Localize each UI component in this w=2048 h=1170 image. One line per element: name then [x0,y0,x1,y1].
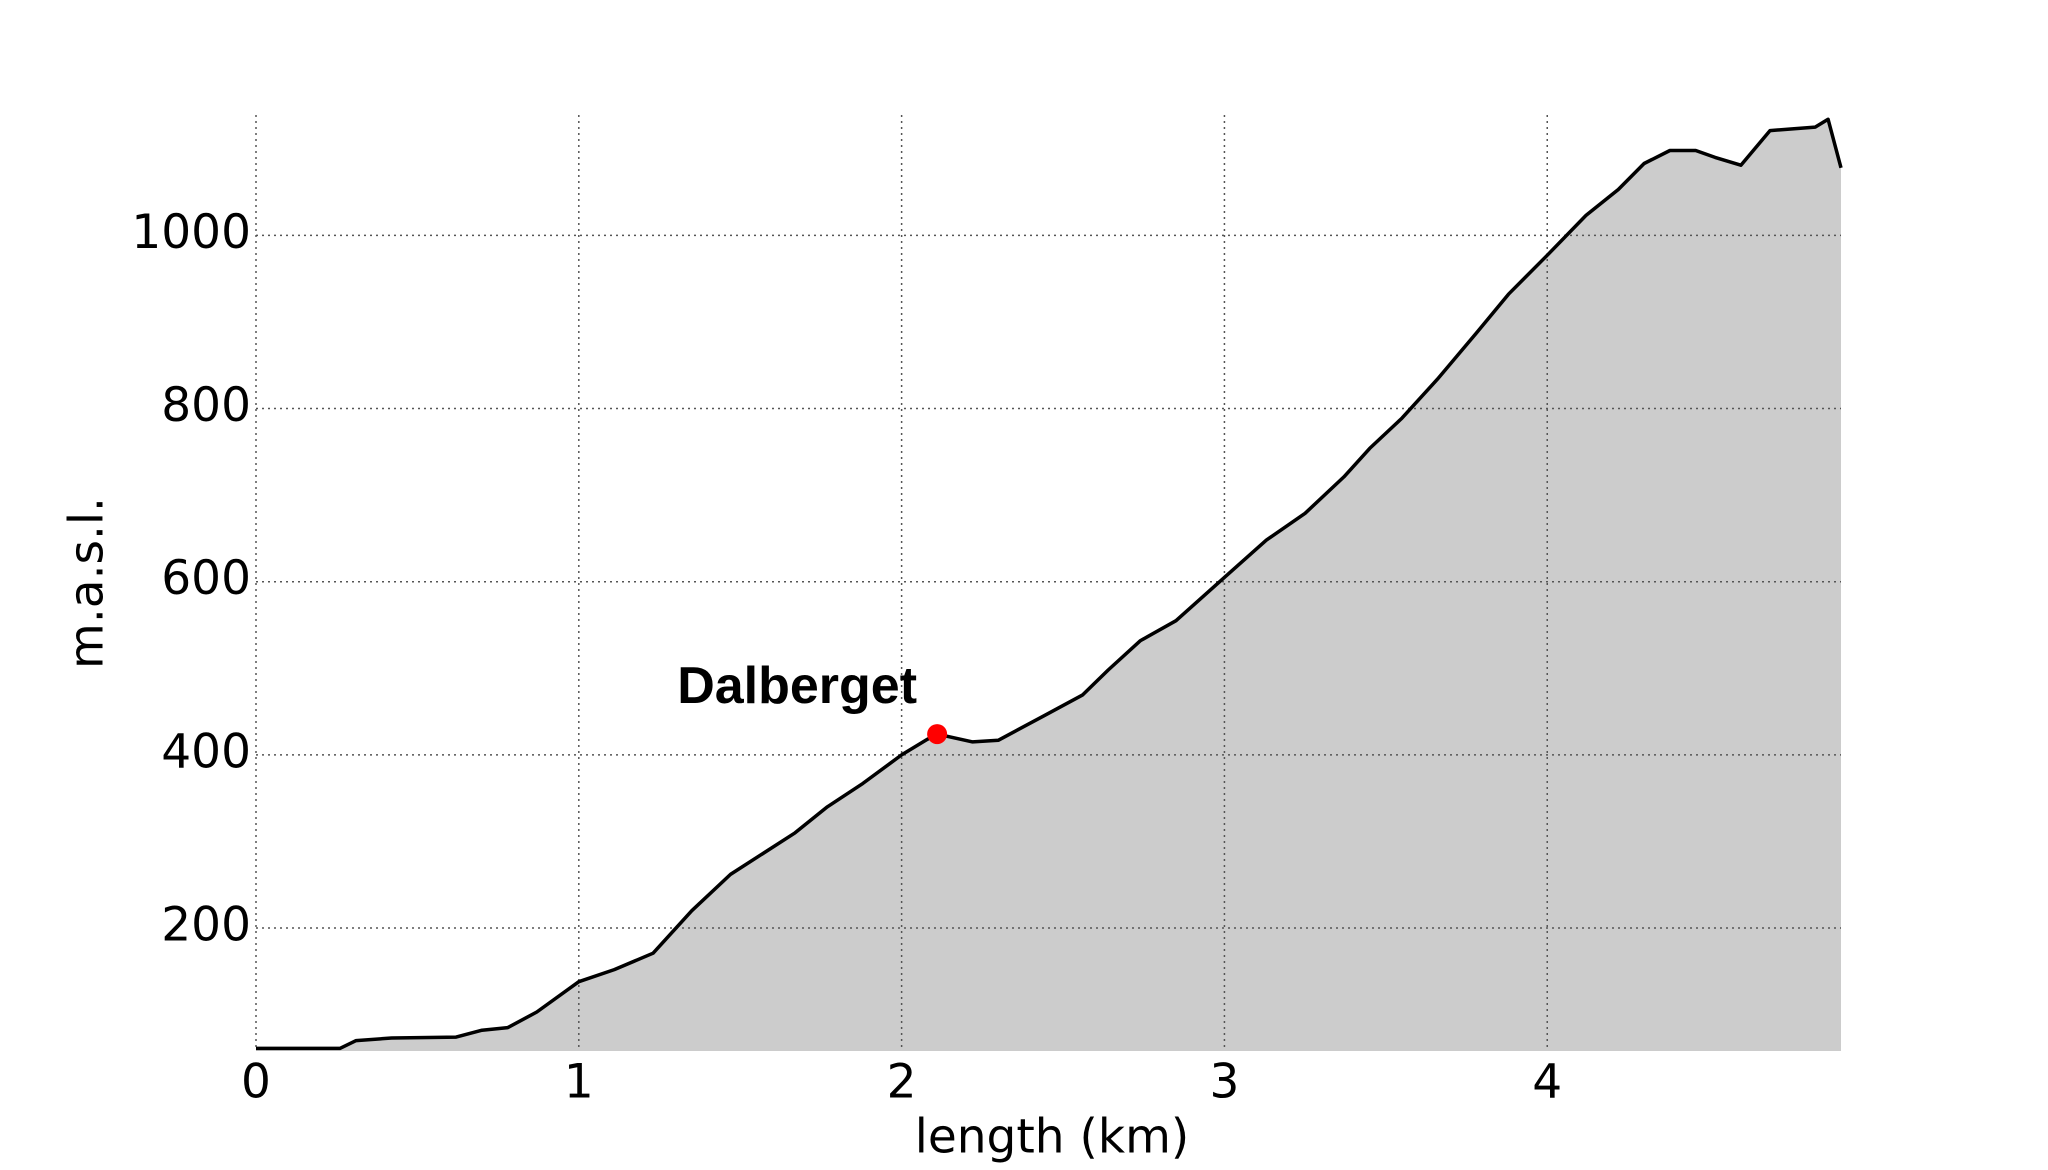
area [256,119,1841,1052]
annotation-marker [927,724,948,745]
y-axis-label: m.a.s.l. [60,497,115,669]
y-tick-label: 400 [161,724,251,779]
y-tick-label: 800 [161,378,251,433]
annotation-label: Dalberget [677,657,917,715]
line [256,117,1843,1051]
x-tick-label: 1 [564,1055,594,1110]
x-axis-label: length (km) [915,1110,1189,1165]
y-tick-label: 200 [161,898,251,953]
x-tick-label: 3 [1209,1055,1239,1110]
x-tick-label: 4 [1532,1055,1562,1110]
x-tick-label: 2 [887,1055,917,1110]
y-tick-label: 1000 [131,205,251,260]
y-tick-label: 600 [161,551,251,606]
x-tick-label: 0 [241,1055,271,1110]
